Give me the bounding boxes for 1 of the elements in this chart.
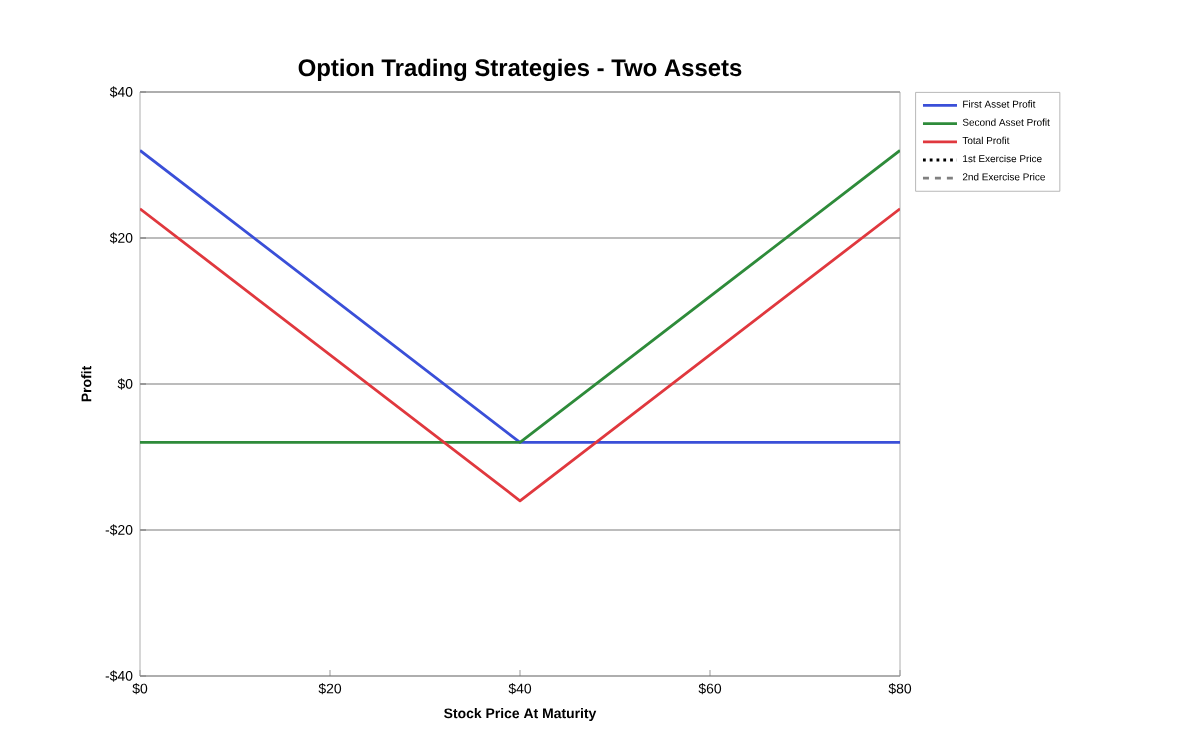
- chart-title: Option Trading Strategies - Two Assets: [298, 58, 742, 81]
